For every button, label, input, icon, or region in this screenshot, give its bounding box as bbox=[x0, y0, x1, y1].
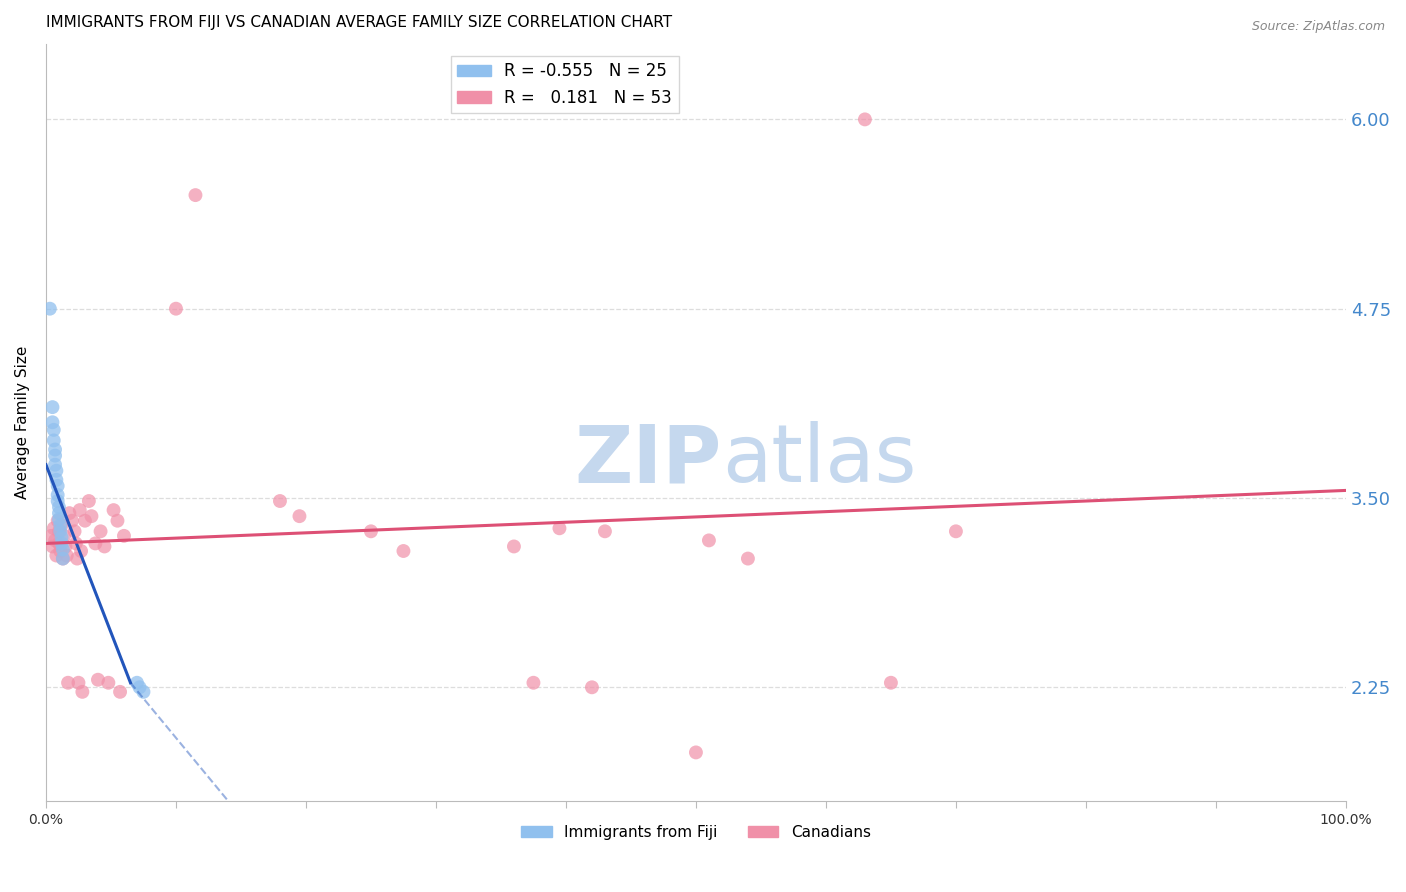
Point bbox=[392, 544, 415, 558]
Point bbox=[51, 530, 73, 544]
Point bbox=[41, 415, 63, 429]
Point bbox=[108, 685, 131, 699]
Point bbox=[46, 479, 69, 493]
Point bbox=[48, 506, 70, 520]
Point bbox=[87, 673, 110, 687]
Point bbox=[46, 494, 69, 508]
Point bbox=[42, 521, 65, 535]
Point bbox=[41, 400, 63, 414]
Point bbox=[39, 529, 62, 543]
Point bbox=[522, 675, 544, 690]
Point bbox=[77, 494, 100, 508]
Point bbox=[65, 536, 87, 550]
Point bbox=[51, 518, 73, 533]
Point bbox=[52, 551, 75, 566]
Point bbox=[737, 551, 759, 566]
Point bbox=[46, 488, 69, 502]
Point bbox=[97, 675, 120, 690]
Point bbox=[45, 464, 67, 478]
Point bbox=[67, 675, 90, 690]
Text: Source: ZipAtlas.com: Source: ZipAtlas.com bbox=[1251, 20, 1385, 33]
Point bbox=[66, 551, 89, 566]
Point bbox=[84, 536, 107, 550]
Legend: Immigrants from Fiji, Canadians: Immigrants from Fiji, Canadians bbox=[515, 819, 877, 847]
Point bbox=[69, 503, 91, 517]
Point bbox=[48, 512, 70, 526]
Point bbox=[55, 540, 77, 554]
Point bbox=[45, 549, 67, 563]
Point bbox=[48, 500, 70, 514]
Point bbox=[72, 685, 94, 699]
Point bbox=[360, 524, 382, 539]
Point bbox=[288, 509, 311, 524]
Point bbox=[44, 458, 66, 472]
Point bbox=[685, 746, 707, 760]
Point bbox=[697, 533, 720, 548]
Point bbox=[48, 536, 70, 550]
Point bbox=[49, 518, 72, 533]
Point bbox=[58, 506, 80, 520]
Point bbox=[107, 514, 129, 528]
Point bbox=[70, 544, 93, 558]
Point bbox=[63, 524, 86, 539]
Point bbox=[184, 188, 207, 202]
Text: ZIP: ZIP bbox=[575, 421, 721, 500]
Text: IMMIGRANTS FROM FIJI VS CANADIAN AVERAGE FAMILY SIZE CORRELATION CHART: IMMIGRANTS FROM FIJI VS CANADIAN AVERAGE… bbox=[46, 15, 672, 30]
Point bbox=[853, 112, 876, 127]
Point bbox=[41, 540, 63, 554]
Point bbox=[165, 301, 187, 316]
Point bbox=[55, 549, 77, 563]
Point bbox=[581, 681, 603, 695]
Point bbox=[548, 521, 571, 535]
Point bbox=[112, 529, 135, 543]
Point bbox=[60, 514, 83, 528]
Point bbox=[45, 473, 67, 487]
Point bbox=[42, 434, 65, 448]
Point bbox=[44, 442, 66, 457]
Point bbox=[593, 524, 616, 539]
Point bbox=[48, 524, 70, 539]
Point bbox=[42, 423, 65, 437]
Text: atlas: atlas bbox=[721, 421, 917, 500]
Point bbox=[38, 301, 60, 316]
Point bbox=[125, 675, 148, 690]
Point bbox=[945, 524, 967, 539]
Point bbox=[90, 524, 112, 539]
Point bbox=[269, 494, 291, 508]
Point bbox=[44, 449, 66, 463]
Point bbox=[51, 536, 73, 550]
Point bbox=[128, 681, 150, 695]
Point bbox=[103, 503, 125, 517]
Point bbox=[80, 509, 103, 524]
Point bbox=[73, 514, 96, 528]
Y-axis label: Average Family Size: Average Family Size bbox=[15, 345, 30, 499]
Point bbox=[52, 551, 75, 566]
Point bbox=[52, 542, 75, 557]
Point bbox=[46, 514, 69, 528]
Point bbox=[53, 529, 76, 543]
Point bbox=[49, 544, 72, 558]
Point bbox=[93, 540, 115, 554]
Point bbox=[56, 675, 79, 690]
Point bbox=[880, 675, 903, 690]
Point bbox=[503, 540, 526, 554]
Point bbox=[44, 533, 66, 548]
Point bbox=[49, 524, 72, 539]
Point bbox=[132, 685, 155, 699]
